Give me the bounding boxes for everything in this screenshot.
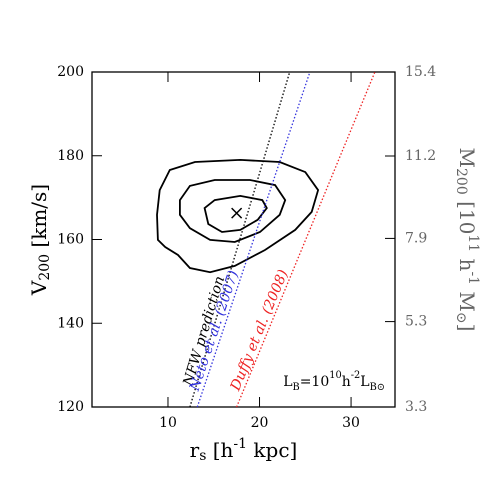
x-axis-label-part: [h: [206, 438, 233, 462]
annotation-part: 10: [329, 370, 341, 381]
y-tick-label: 180: [57, 148, 84, 164]
y2-tick-label: 5.3: [405, 314, 427, 330]
y-axis-label: V​200​ [km/s]​: [27, 184, 54, 296]
y2-tick-label: 3.3: [405, 399, 427, 415]
y2-axis-label-part: M: [456, 148, 480, 168]
y-axis-label-part: V: [27, 280, 51, 296]
annotation-part: =10: [300, 374, 330, 390]
y-tick-label: 200: [57, 64, 84, 80]
contour: [156, 158, 320, 274]
annotation: L​B​=10​10​h​-2​L​B⊙​: [283, 370, 385, 393]
x-axis-label-part: r: [190, 438, 200, 462]
y2-tick-label: 15.4: [405, 64, 436, 80]
annotation-part: h: [342, 374, 351, 390]
y2-tick-label: 11.2: [405, 148, 436, 164]
contour: [179, 179, 287, 243]
y-tick-label: 160: [57, 232, 84, 248]
dotted-line: [189, 71, 291, 408]
dotted-line: [196, 71, 311, 408]
y2-axis-label-part: M: [456, 285, 480, 312]
y2-axis-label-part: ]: [456, 324, 480, 332]
y2-axis-label-part: ⊙: [453, 312, 469, 324]
y2-axis-label-part: 200: [453, 168, 469, 195]
x-axis-label: r​s​ [h​-1​ kpc]​: [190, 436, 298, 464]
y-tick-label: 120: [57, 399, 84, 415]
x-tick-label: 10: [159, 415, 177, 431]
y-axis-label-part: 200: [37, 254, 53, 281]
marker-x: [231, 207, 243, 219]
annotation-part: L: [360, 374, 369, 390]
y2-axis-label-part: [10: [456, 195, 480, 235]
y2-axis-label-part: 11: [465, 234, 481, 252]
annotation-part: -2: [351, 370, 361, 381]
y2-tick-label: 7.9: [405, 230, 427, 246]
x-axis-label-part: s: [199, 448, 206, 464]
y-axis-label-part: [km/s]: [27, 184, 51, 254]
annotation-part: B⊙: [370, 382, 385, 393]
annotation-part: L: [283, 374, 292, 390]
x-tick-label: 20: [251, 415, 269, 431]
y2-axis-label: M​200​ [10​11​ h​-1​ M​⊙​]​: [453, 148, 481, 332]
y2-axis-label-part: -1: [465, 271, 481, 285]
y-tick-label: 140: [57, 315, 84, 331]
dotted-line: [235, 71, 376, 408]
y2-axis-label-part: h: [456, 252, 480, 271]
annotation-part: B: [292, 382, 299, 393]
x-axis-label-part: -1: [233, 436, 247, 452]
x-tick-label: 30: [342, 415, 360, 431]
x-axis-label-part: kpc]: [247, 438, 297, 462]
